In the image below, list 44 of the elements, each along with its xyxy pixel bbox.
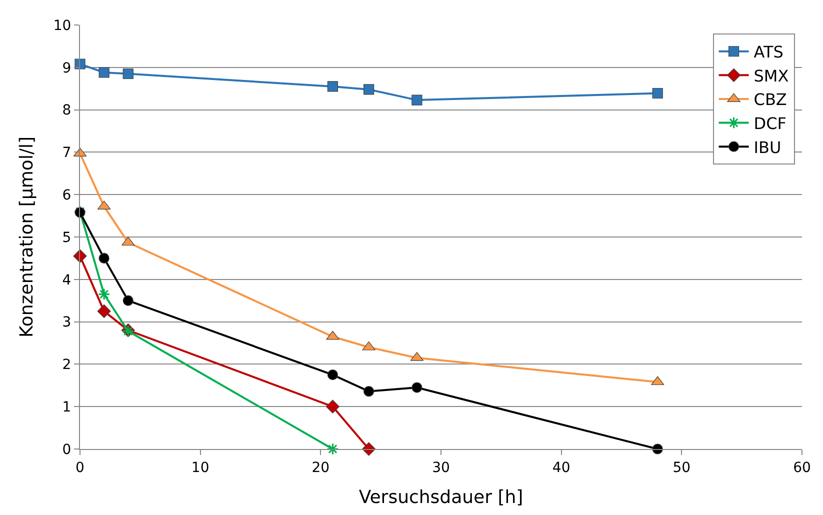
point: [98, 252, 110, 264]
point: [412, 382, 422, 393]
y-tick-label: 4: [62, 272, 72, 288]
point: [362, 341, 376, 350]
point: [327, 370, 338, 380]
x-tick-label: 50: [672, 460, 691, 476]
point: [652, 444, 663, 454]
point: [97, 304, 111, 318]
x-tick-label: 60: [793, 460, 811, 476]
point: [122, 295, 134, 306]
y-tick-label: 2: [62, 357, 72, 374]
point: [364, 84, 374, 95]
y-tick-label: 10: [53, 18, 72, 34]
legend-label: CBZ: [754, 90, 787, 110]
point: [364, 386, 374, 397]
x-tick-label: 40: [552, 460, 570, 476]
x-tick-label: 20: [312, 460, 330, 476]
point: [326, 400, 340, 414]
point: [412, 94, 422, 106]
y-tick-label: 0: [62, 442, 72, 458]
point: [326, 330, 340, 340]
point: [98, 67, 110, 78]
point: [327, 81, 338, 92]
y-tick-label: 3: [62, 314, 72, 331]
legend-label: SMX: [754, 66, 789, 86]
point: [652, 88, 663, 99]
y-tick-label: 6: [62, 188, 72, 204]
legend-label: ATS: [754, 42, 784, 62]
point: [326, 442, 339, 456]
x-tick-label: 30: [432, 460, 450, 476]
x-tick-label: 10: [191, 460, 210, 476]
legend-label: DCF: [754, 114, 786, 134]
x-axis-title: Versuchsdauer [h]: [358, 486, 524, 508]
point: [122, 68, 134, 80]
point: [74, 58, 86, 70]
legend-label: IBU: [754, 138, 782, 157]
x-tick-label: 0: [76, 460, 84, 476]
y-tick-label: 5: [62, 230, 72, 246]
y-axis-title: Konzentration [µmol/l]: [16, 136, 38, 338]
y-tick-label: 1: [62, 400, 72, 416]
y-tick-label: 8: [62, 102, 72, 119]
y-tick-label: 7: [62, 145, 72, 162]
point: [98, 288, 110, 300]
y-tick-label: 9: [62, 60, 72, 76]
